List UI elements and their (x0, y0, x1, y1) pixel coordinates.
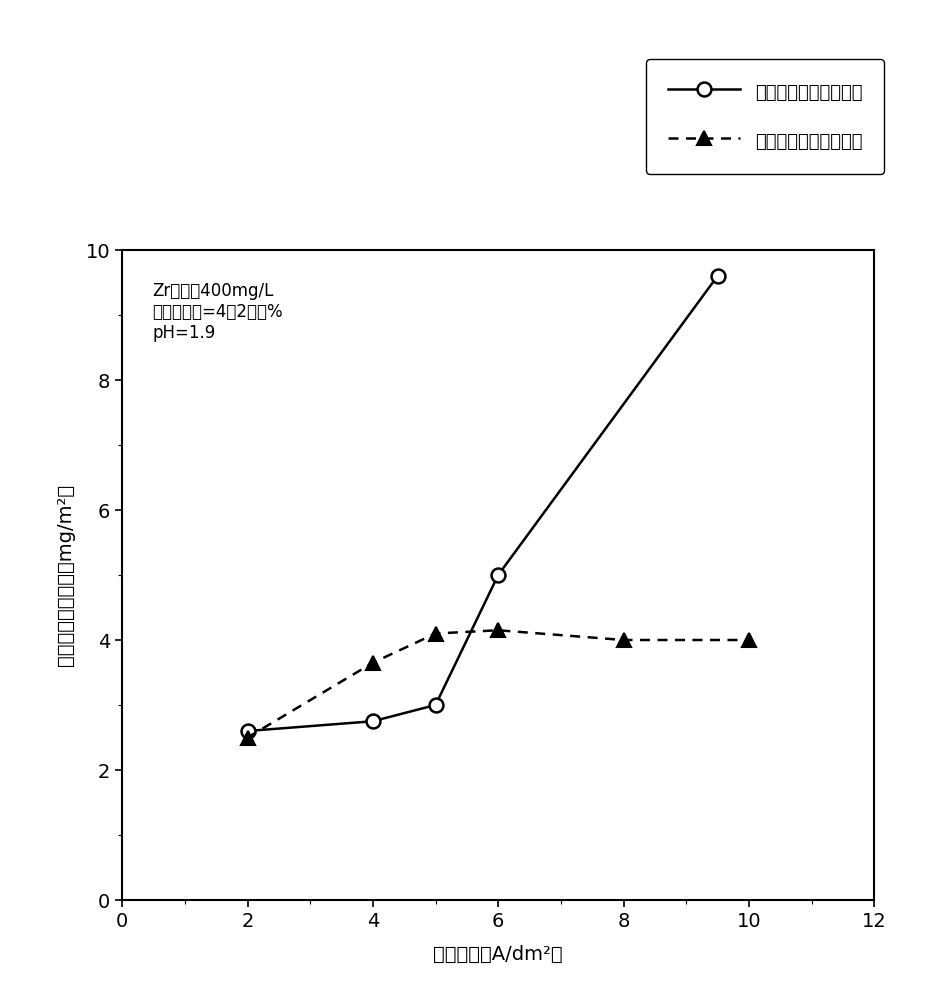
Y-axis label: 按锂换算的附着量（mg/m²）: 按锂换算的附着量（mg/m²） (55, 484, 74, 666)
Legend: 不含碱金属盐的硫酸锂, 含有锂化合物的硫酸钓: 不含碱金属盐的硫酸锂, 含有锂化合物的硫酸钓 (647, 59, 884, 174)
X-axis label: 电流密度（A/dm²）: 电流密度（A/dm²） (433, 945, 563, 964)
Text: Zr浓度＝400mg/L
硫酸钓浓度=4．2质量%
pH=1.9: Zr浓度＝400mg/L 硫酸钓浓度=4．2质量% pH=1.9 (152, 282, 283, 342)
